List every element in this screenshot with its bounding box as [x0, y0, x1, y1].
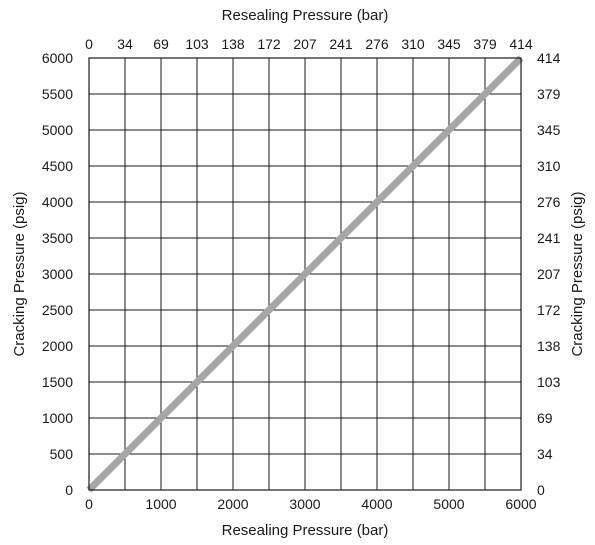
y-tick-label-left: 3000: [42, 266, 73, 282]
y-tick-label-left: 500: [50, 446, 74, 462]
y-tick-label-right: 276: [537, 194, 561, 210]
y-tick-label-left: 1000: [42, 410, 73, 426]
y-tick-label-left: 2000: [42, 338, 73, 354]
y-tick-label-left: 5000: [42, 122, 73, 138]
x-tick-label-bottom: 2000: [217, 496, 248, 512]
x-tick-label-top: 379: [473, 36, 497, 52]
x-tick-label-bottom: 6000: [505, 496, 536, 512]
y-tick-label-left: 5500: [42, 86, 73, 102]
y-tick-label-left: 0: [65, 482, 73, 498]
y-tick-label-right: 138: [537, 338, 561, 354]
x-tick-label-bottom: 3000: [289, 496, 320, 512]
x-tick-label-top: 414: [509, 36, 533, 52]
x-tick-label-bottom: 5000: [433, 496, 464, 512]
y-tick-label-right: 0: [537, 482, 545, 498]
x-tick-label-top: 310: [401, 36, 425, 52]
y-tick-label-left: 4500: [42, 158, 73, 174]
y-tick-label-right: 34: [537, 446, 553, 462]
y-axis-title-right: Cracking Pressure (psig): [569, 191, 586, 356]
y-tick-label-left: 3500: [42, 230, 73, 246]
x-axis-title-bottom: Resealing Pressure (bar): [222, 522, 389, 539]
y-tick-label-right: 207: [537, 266, 561, 282]
x-tick-label-top: 138: [221, 36, 245, 52]
y-axis-title-left: Cracking Pressure (psig): [11, 191, 28, 356]
x-tick-label-top: 103: [185, 36, 209, 52]
y-tick-label-right: 69: [537, 410, 553, 426]
x-tick-label-top: 172: [257, 36, 281, 52]
y-tick-label-right: 310: [537, 158, 561, 174]
x-tick-label-top: 345: [437, 36, 461, 52]
y-tick-label-right: 345: [537, 122, 561, 138]
y-tick-label-right: 379: [537, 86, 561, 102]
y-tick-label-left: 4000: [42, 194, 73, 210]
x-tick-label-bottom: 0: [85, 496, 93, 512]
grid: [89, 58, 521, 490]
y-tick-label-right: 241: [537, 230, 561, 246]
y-tick-label-right: 103: [537, 374, 561, 390]
x-tick-label-top: 276: [365, 36, 389, 52]
x-tick-label-top: 207: [293, 36, 317, 52]
y-tick-label-left: 2500: [42, 302, 73, 318]
y-tick-label-left: 1500: [42, 374, 73, 390]
y-tick-label-left: 6000: [42, 50, 73, 66]
x-tick-label-bottom: 1000: [145, 496, 176, 512]
x-tick-label-top: 69: [153, 36, 169, 52]
y-tick-label-right: 414: [537, 50, 561, 66]
y-tick-label-right: 172: [537, 302, 561, 318]
series-line: [86, 55, 524, 493]
x-tick-label-top: 34: [117, 36, 133, 52]
x-tick-label-top: 241: [329, 36, 353, 52]
x-tick-label-top: 0: [85, 36, 93, 52]
x-tick-label-bottom: 4000: [361, 496, 392, 512]
x-axis-title-top: Resealing Pressure (bar): [222, 7, 389, 24]
series-layer: [86, 55, 524, 493]
plot-frame: [88, 57, 522, 491]
